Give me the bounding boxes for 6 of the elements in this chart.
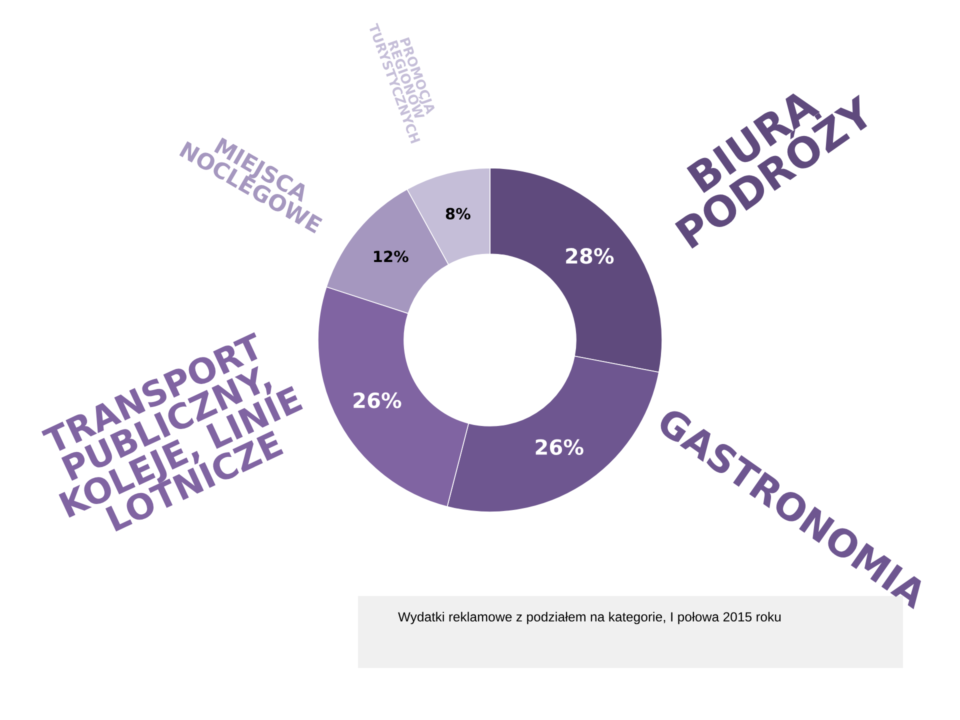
data-label: 28% (566, 248, 614, 264)
data-label: 12% (374, 250, 408, 262)
data-label: 26% (354, 392, 402, 408)
text: Wydatki reklamowe z podziałem na kategorie, I połowa 2015 roku (398, 612, 781, 624)
data-label: 8% (446, 208, 470, 220)
data-label: 26% (536, 439, 584, 455)
